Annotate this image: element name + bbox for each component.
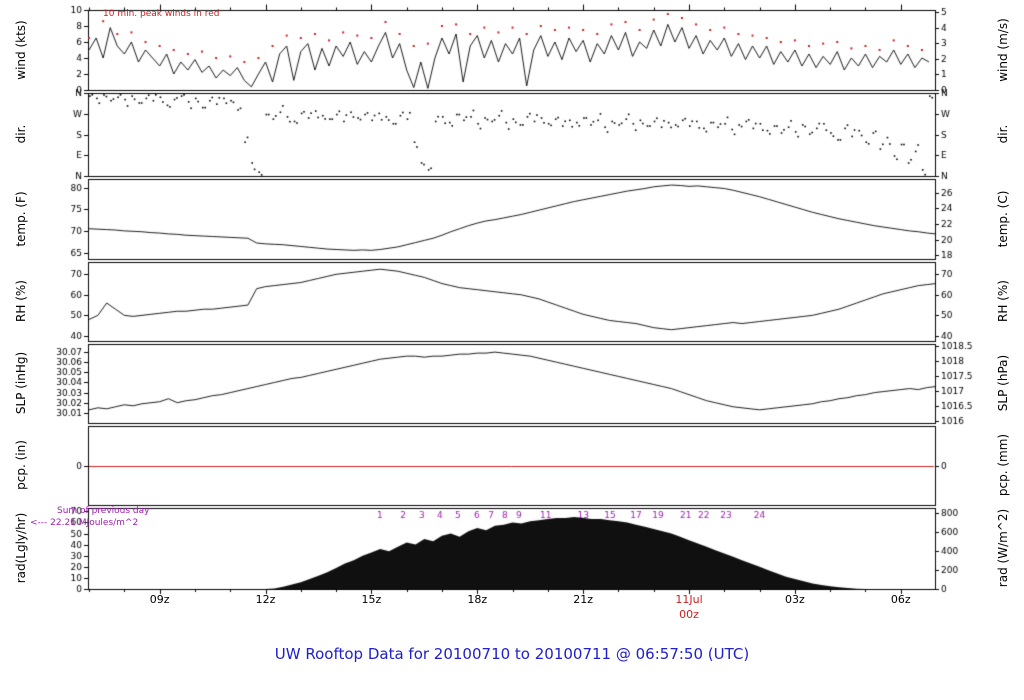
x-tick-label: 06z	[890, 593, 911, 606]
radiation-sum-note-line1: Sum of previous day	[57, 506, 150, 516]
x-tick-label: 12z	[255, 593, 276, 606]
radiation-sum-note-line2: <--- 22.21 MJoules/m^2	[30, 518, 139, 528]
y-axis-title-rad-left: rad(Lgly/hr)	[14, 512, 28, 584]
x-tick-label: 03z	[785, 593, 805, 606]
x-tick-label: 09z	[149, 593, 170, 606]
x-tick-label-line2: 00z	[679, 608, 699, 621]
chart-title: UW Rooftop Data for 20100710 to 20100711…	[274, 645, 750, 663]
y-axis-title-rad-right: rad (W/m^2)	[996, 508, 1010, 588]
x-tick-label: 11Jul 00z	[675, 593, 703, 621]
x-tick-label: 21z	[573, 593, 594, 606]
x-tick-label: 18z	[467, 593, 488, 606]
peak-wind-note: 10 min. peak winds in red	[103, 9, 220, 19]
x-tick-label: 15z	[361, 593, 382, 606]
